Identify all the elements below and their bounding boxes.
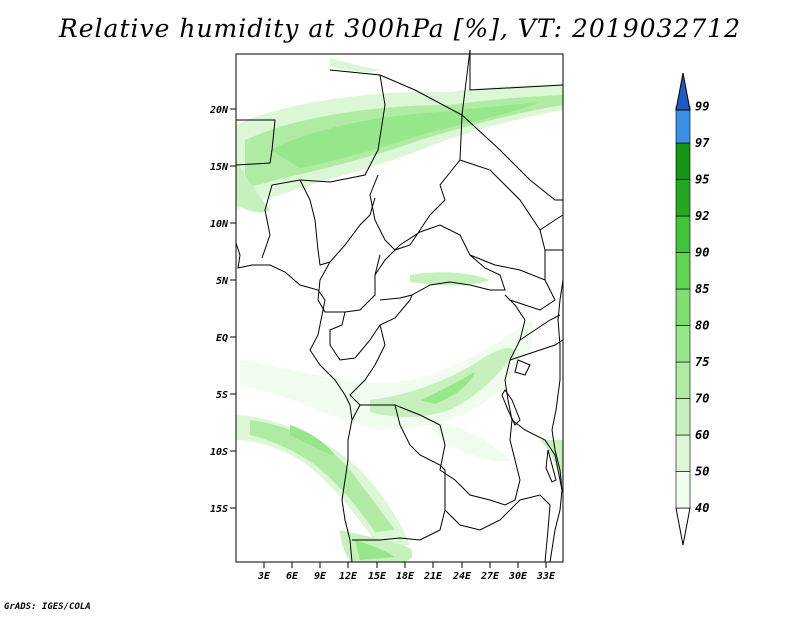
colorbar-level-label: 92: [695, 209, 709, 223]
colorbar-level-label: 90: [695, 246, 709, 260]
lon-tick-label: 12E: [339, 571, 358, 582]
lake-victoria: [514, 359, 531, 376]
colorbar-level-label: 97: [695, 136, 710, 150]
lon-tick-label: 21E: [423, 571, 443, 582]
colorbar-level-label: 70: [695, 392, 709, 406]
colorbar-segment: [675, 142, 691, 180]
grads-credit: GrADS: IGES/COLA: [4, 602, 91, 612]
lon-tick-label: 18E: [396, 571, 415, 582]
border-sudan: [459, 49, 564, 280]
map-frame: [235, 53, 564, 563]
border-ethiopia: [539, 214, 564, 251]
colorbar-segment: [675, 179, 691, 217]
coastline-west-africa: [235, 242, 353, 563]
lake-malawi: [545, 449, 557, 483]
humidity-patch-east: [540, 440, 563, 490]
lake-tanganyika: [501, 389, 521, 426]
lat-tick-label: 5S: [216, 390, 228, 401]
colorbar-segment: [675, 434, 691, 472]
humidity-patch-west: [236, 160, 270, 213]
humidity-patch-tanzania: [430, 420, 510, 462]
border-congo: [329, 294, 413, 361]
longitude-axis: 3E 6E 9E 12E 15E 18E 21E 24E 27E 30E 33E: [257, 562, 556, 582]
border-nigeria: [299, 179, 376, 266]
border-cameroon: [317, 254, 381, 313]
lon-tick-label: 24E: [452, 571, 472, 582]
colorbar-level-label: 40: [695, 501, 709, 515]
colorbar-top-triangle: [675, 72, 691, 111]
border-car: [374, 224, 506, 301]
colorbar-segment: [675, 361, 691, 399]
humidity-band-congo-core: [420, 372, 475, 404]
colorbar-level-label: 75: [695, 355, 709, 369]
latitude-axis: 20N 15N 10N 5N EQ 5S 10S 15S: [209, 105, 236, 515]
colorbar-segment: [675, 106, 691, 144]
border-east: [509, 314, 564, 361]
chart-title: Relative humidity at 300hPa [%], VT: 201…: [58, 14, 742, 43]
border-niger-chad: [369, 74, 463, 251]
colorbar-segment: [675, 325, 691, 363]
lat-tick-label: EQ: [216, 333, 228, 344]
colorbar-level-label: 85: [695, 282, 709, 296]
colorbar-level-label: 50: [695, 465, 709, 479]
lat-tick-label: 20N: [209, 105, 229, 116]
border-drc: [349, 294, 526, 506]
colorbar-segment: [675, 471, 691, 509]
colorbar-bottom-triangle: [675, 507, 691, 546]
border-angola: [351, 404, 446, 541]
border-zambia: [444, 494, 551, 563]
colorbar-segment: [675, 215, 691, 253]
lon-tick-label: 6E: [286, 571, 299, 582]
colorbar-segment: [675, 252, 691, 290]
border-west-sahara: [235, 119, 276, 166]
lat-tick-label: 5N: [216, 276, 229, 287]
lon-tick-label: 30E: [508, 571, 528, 582]
border-south-sudan: [469, 254, 556, 311]
humidity-shading: [236, 58, 563, 562]
coastline-east-africa: [549, 279, 564, 563]
lon-tick-label: 27E: [480, 571, 500, 582]
humidity-band-congo: [370, 348, 515, 417]
lon-tick-label: 33E: [536, 571, 556, 582]
lat-tick-label: 10S: [210, 447, 228, 458]
humidity-band-south-mid: [250, 420, 395, 532]
colorbar-segment: [675, 398, 691, 436]
humidity-patch-angola-core: [355, 540, 395, 560]
map-borders: [235, 49, 564, 563]
colorbar-level-label: 80: [695, 319, 709, 333]
humidity-band-south-core: [290, 425, 335, 455]
humidity-patch-angola-south: [340, 530, 413, 562]
lat-tick-label: 10N: [210, 219, 229, 230]
humidity-band-north-core: [270, 102, 540, 168]
lon-tick-label: 9E: [314, 571, 327, 582]
lon-tick-label: 15E: [368, 571, 387, 582]
lat-tick-label: 15S: [210, 504, 228, 515]
colorbar: 40 50 60 70 75 80 85 90 92 95 97 99: [675, 72, 710, 546]
border-tanzania: [511, 419, 563, 491]
border-mali-niger: [261, 69, 386, 259]
lon-tick-label: 3E: [257, 571, 271, 582]
colorbar-level-label: 95: [695, 173, 709, 187]
colorbar-level-label: 60: [695, 428, 709, 442]
humidity-patch-northeast: [330, 58, 380, 73]
colorbar-level-label: 99: [695, 100, 709, 114]
colorbar-segment: [675, 288, 691, 326]
humidity-patch-sahel: [410, 272, 490, 286]
lat-tick-label: 15N: [210, 162, 229, 173]
